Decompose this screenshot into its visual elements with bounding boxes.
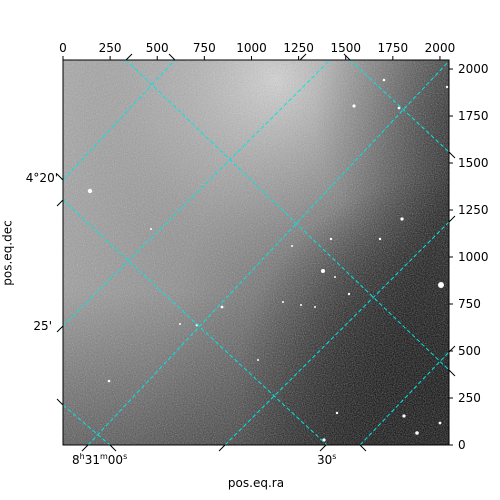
wcs-tick [56, 325, 64, 333]
star [314, 306, 316, 308]
grid-line [125, 60, 449, 371]
star [321, 269, 325, 273]
ra-tick-label-2: 30s [317, 452, 336, 467]
star [438, 282, 444, 288]
star [445, 85, 449, 89]
top-tick-label: 250 [99, 41, 122, 55]
star [347, 292, 351, 296]
x-axis-title: pos.eq.ra [228, 476, 284, 490]
star [334, 276, 336, 278]
grid-line [63, 404, 111, 445]
dec-tick-label-2: 25' [33, 319, 52, 333]
top-tick-label: 1750 [378, 41, 409, 55]
y-axis-title: pos.eq.dec [1, 220, 15, 285]
wcs-tick-marks [56, 53, 456, 452]
star [378, 237, 382, 241]
ra-tick-label-1: 8h31m00s [72, 452, 127, 467]
star [382, 78, 386, 82]
grid-line [87, 60, 449, 445]
wcs-tick [168, 53, 176, 61]
star [300, 304, 302, 306]
top-tick-label: 0 [59, 41, 67, 55]
sky-image [63, 60, 449, 445]
right-pixel-axis: 0 250 500 750 1000 1250 1500 1750 2000 [449, 62, 489, 452]
right-tick-label: 1250 [458, 203, 489, 217]
right-tick-label: 0 [458, 438, 466, 452]
wcs-tick [448, 345, 456, 353]
star [402, 414, 406, 418]
grid-line [63, 199, 328, 445]
star [400, 217, 404, 221]
wcs-tick [448, 215, 456, 223]
grid-line [63, 60, 331, 327]
star [291, 245, 293, 247]
right-tick-label: 1500 [458, 156, 489, 170]
star [335, 411, 339, 415]
star [87, 188, 93, 194]
wcs-tick [343, 53, 351, 61]
wcs-tick [448, 151, 456, 159]
wcs-tick [109, 444, 117, 452]
right-tick-label: 1750 [458, 109, 489, 123]
wcs-tick [299, 53, 307, 61]
wcs-tick [81, 444, 89, 452]
top-pixel-axis: 0 250 500 750 1000 1250 1500 1750 2000 [59, 41, 455, 60]
top-tick-label: 2000 [425, 41, 456, 55]
right-tick-label: 750 [458, 297, 481, 311]
top-tick-label: 500 [146, 41, 169, 55]
grid-line [63, 60, 176, 181]
top-tick-label: 1500 [330, 41, 361, 55]
star [150, 228, 152, 230]
grid-line [359, 351, 449, 445]
top-tick-label: 1250 [283, 41, 314, 55]
wcs-tick [319, 444, 327, 452]
coordinate-grid [63, 60, 449, 445]
star [220, 305, 224, 309]
star [257, 359, 259, 361]
right-tick-label: 2000 [458, 62, 489, 76]
right-tick-label: 1000 [458, 250, 489, 264]
star [179, 323, 181, 325]
wcs-tick [448, 369, 456, 377]
top-tick-label: 1000 [236, 41, 267, 55]
star [107, 379, 111, 383]
star [329, 237, 333, 241]
star [415, 431, 419, 435]
wcs-tick [56, 398, 64, 406]
wcs-tick [56, 199, 64, 207]
star [397, 106, 401, 110]
wcs-tick [125, 53, 133, 61]
star [352, 104, 356, 108]
grid-line [349, 60, 449, 153]
wcs-tick [56, 173, 64, 181]
top-tick-label: 750 [193, 41, 216, 55]
star [438, 421, 442, 425]
wcs-tick [218, 444, 226, 452]
star [282, 301, 284, 303]
grid-line [224, 221, 449, 445]
right-tick-label: 500 [458, 344, 481, 358]
right-tick-label: 250 [458, 391, 481, 405]
wcs-tick [359, 444, 367, 452]
plot-frame [62, 59, 450, 446]
dec-tick-label-1: 4°20' [26, 171, 58, 185]
